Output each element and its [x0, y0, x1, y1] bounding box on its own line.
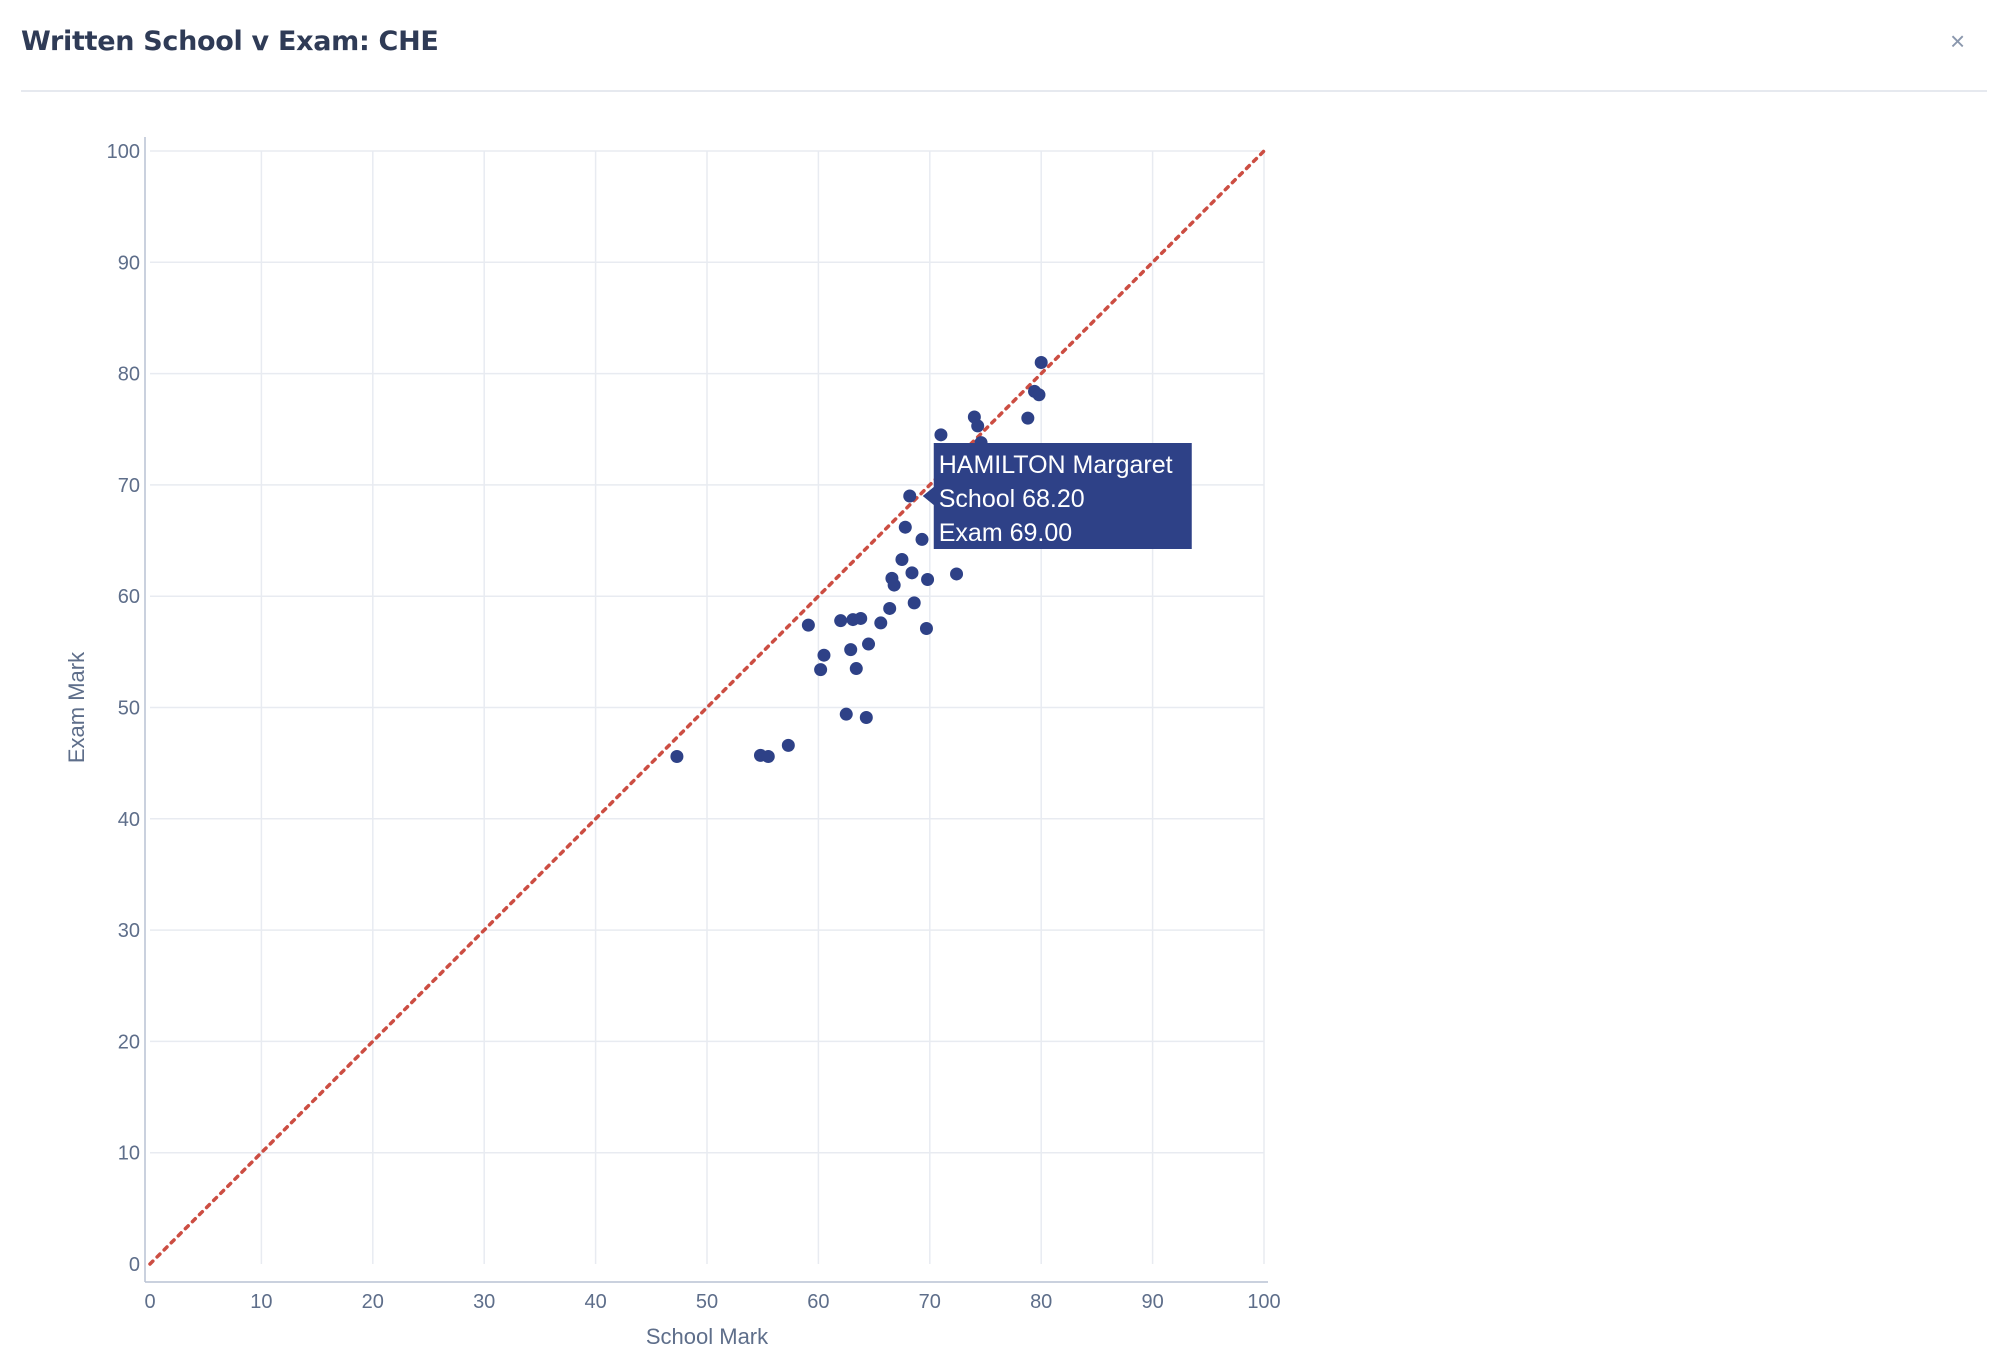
data-point [834, 614, 848, 628]
x-tick-label: 60 [807, 1291, 829, 1313]
x-tick-label: 30 [473, 1291, 495, 1313]
data-point [844, 643, 858, 657]
data-point [905, 566, 919, 580]
data-point [903, 489, 917, 503]
data-point [887, 578, 901, 592]
x-tick-labels: 0 10 20 30 40 50 60 70 80 90 100 [144, 1291, 1280, 1313]
data-point [849, 662, 863, 676]
data-point [781, 738, 795, 752]
dialog-title: Written School v Exam: CHE [21, 26, 439, 57]
data-point [898, 520, 912, 534]
data-point [971, 419, 985, 433]
data-point [874, 616, 888, 630]
y-tick-label: 10 [118, 1143, 140, 1165]
data-points [670, 355, 1048, 763]
data-point [1032, 388, 1046, 402]
tooltip-name: HAMILTON Margaret [939, 451, 1173, 479]
x-tick-label: 10 [250, 1291, 272, 1313]
y-tick-label: 70 [118, 475, 140, 497]
x-tick-label: 40 [584, 1291, 606, 1313]
data-point [1034, 355, 1048, 369]
data-point [859, 711, 873, 725]
reference-line [148, 149, 1266, 1266]
y-tick-label: 30 [118, 920, 140, 942]
tooltip-exam: Exam 69.00 [939, 519, 1072, 547]
data-point [950, 567, 964, 581]
axes [144, 137, 1268, 1283]
data-point [801, 618, 815, 632]
tooltip-school: School 68.20 [939, 485, 1085, 513]
data-point [915, 532, 929, 546]
y-tick-label: 60 [118, 586, 140, 608]
y-tick-label: 100 [107, 141, 140, 163]
y-tick-label: 50 [118, 698, 140, 720]
data-point [921, 573, 935, 587]
header-divider [21, 90, 1987, 92]
x-tick-label: 20 [362, 1291, 384, 1313]
x-tick-label: 70 [919, 1291, 941, 1313]
data-point [907, 596, 921, 610]
data-point [817, 648, 831, 662]
data-point [670, 749, 684, 763]
y-tick-label: 0 [129, 1254, 140, 1276]
tooltip-box [922, 443, 1192, 550]
y-tick-label: 40 [118, 809, 140, 831]
y-tick-label: 90 [118, 252, 140, 274]
data-point [1021, 411, 1035, 425]
data-point [934, 428, 948, 442]
data-point [862, 637, 876, 651]
y-tick-label: 20 [118, 1031, 140, 1053]
x-tick-label: 80 [1030, 1291, 1052, 1313]
data-point [854, 611, 868, 625]
x-tick-label: 100 [1247, 1291, 1280, 1313]
data-point [895, 552, 909, 566]
x-axis-title: School Mark [646, 1324, 769, 1349]
data-point [883, 601, 897, 615]
data-point [814, 663, 828, 677]
x-tick-label: 90 [1141, 1291, 1163, 1313]
x-tick-label: 50 [696, 1291, 718, 1313]
y-axis-title: Exam Mark [64, 651, 89, 763]
y-tick-labels: 0 10 20 30 40 50 60 70 80 90 100 [107, 141, 140, 1276]
dialog-header: Written School v Exam: CHE × [0, 0, 1996, 92]
y-tick-label: 80 [118, 364, 140, 386]
data-point [761, 749, 775, 763]
close-icon[interactable]: × [1950, 26, 1966, 56]
x-tick-label: 0 [144, 1291, 155, 1313]
reference-line-group [148, 149, 1266, 1266]
hover-tooltip: HAMILTON Margaret School 68.20 Exam 69.0… [922, 443, 1192, 550]
data-point [839, 707, 853, 721]
data-point [919, 621, 933, 635]
